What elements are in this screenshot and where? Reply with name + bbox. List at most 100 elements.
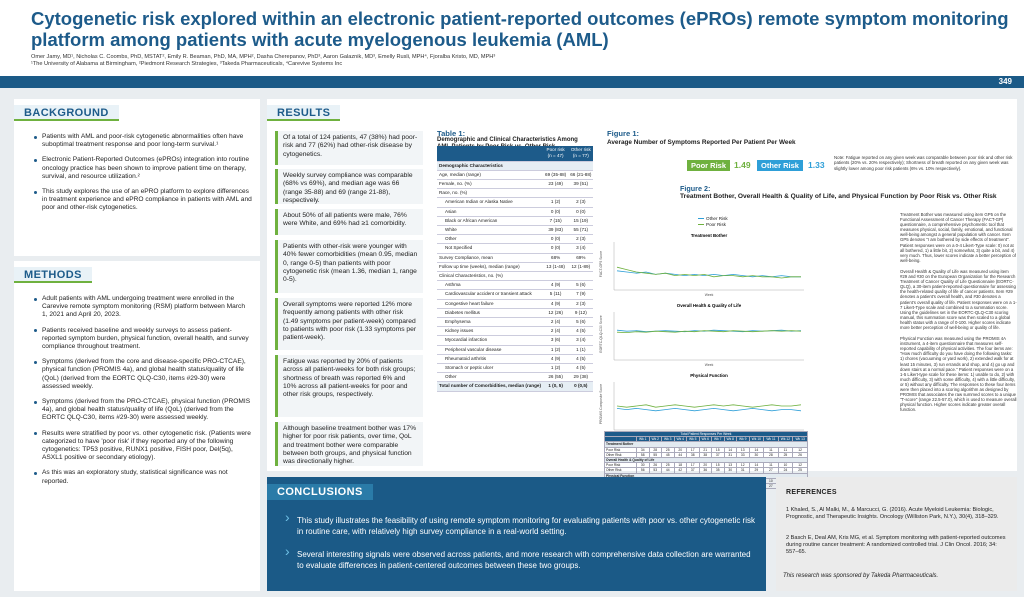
table1-row-label: Kidney issues (437, 326, 544, 337)
table1-poor-value: 4 (9) (543, 299, 569, 309)
table1-other-value: 66 (21-88) (568, 170, 594, 180)
table1-row: Myocardial infarction 3 (6) 3 (4) (437, 335, 594, 346)
other-risk-line (616, 407, 802, 412)
poor-risk-line (616, 266, 801, 279)
table1-row: Black or African American 7 (15) 15 (19) (437, 216, 594, 226)
result-finding: About 50% of all patients were male, 76%… (275, 209, 423, 235)
table1-other-value (568, 188, 594, 199)
results-heading: RESULTS (267, 105, 341, 121)
table1-poor-value: 0 (0) (543, 207, 569, 217)
table1-poor-value: 2 (4) (543, 326, 569, 337)
table1-row: Age, median (range) 69 (35-88) 66 (21-88) (437, 170, 594, 180)
author-list: Omer Jamy, MD¹, Nicholas C. Coombs, PhD,… (31, 54, 496, 60)
background-bullet: Electronic Patient-Reported Outcomes (eP… (34, 156, 252, 181)
background-panel: BACKGROUND Patients with AML and poor-ri… (14, 99, 260, 256)
table1-row-label: Race, no. (%) (437, 188, 544, 199)
table1-col-other: Other risk (n = 77) (568, 146, 594, 162)
table1-row: American Indian or Alaska Native 1 (2) 2 (… (437, 197, 594, 208)
panel-title: Overall Health & Quality of Life (677, 303, 742, 308)
legend-poor: Poor Risk (698, 222, 728, 228)
table1-poor-value: 3 (6) (543, 335, 569, 346)
table1-row: Survey Compliance, mean 68% 69% (437, 253, 594, 263)
methods-bullet: Symptoms (derived from the core and dise… (34, 358, 252, 391)
table1-poor-value: 12 (26) (543, 308, 569, 318)
table1-row-label: Congestive heart failure (437, 299, 544, 309)
background-bullet: Patients with AML and poor-risk cytogene… (34, 133, 252, 149)
table1-poor-value (543, 271, 569, 282)
poster-number: 349 (998, 77, 1012, 86)
table1-row: Race, no. (%) (437, 188, 594, 199)
table1-other-value: 4 (5) (568, 354, 594, 364)
responses-row: Other Risk 56 53 44 42 37 36 35 30 31 29 27 24 25 (604, 467, 808, 474)
conclusions-heading: CONCLUSIONS (267, 484, 373, 500)
other-risk-badge: Other Risk (757, 160, 803, 171)
table1-row-label: White (437, 225, 544, 236)
results-panel: RESULTS Of a total of 124 patients, 47 (… (267, 99, 1017, 579)
table1-poor-value: 1 (2) (543, 363, 569, 374)
table1-row: Asian 0 (0) 0 (0) (437, 207, 594, 217)
table1-row-label: Rheumatoid arthritis (437, 354, 544, 364)
table1-other-value: 3 (4) (568, 335, 594, 346)
description-physical-function: Physical Function was measured using the… (900, 336, 1017, 413)
table1-poor-value (543, 188, 569, 199)
methods-list: Adult patients with AML undergoing treat… (34, 295, 252, 493)
table1-other-value: 2 (3) (568, 234, 594, 245)
table1-poor-value: 39 (83) (543, 225, 569, 236)
table1-row-label: Not Specified (437, 243, 544, 254)
table1-other-value: 12 (1-89) (568, 262, 594, 272)
table1-row: Demographic Characteristics (437, 161, 594, 171)
table1-other-value: 2 (3) (568, 299, 594, 309)
table1-poor-value: 4 (9) (543, 354, 569, 364)
table1-row-label: Cardiovascular accident or transient att… (437, 289, 544, 300)
table1-poor-value: 68% (543, 253, 569, 263)
table1-row: Clinical Characteristics, no. (%) (437, 271, 594, 282)
poster-title: Cytogenetic risk explored within an elec… (31, 8, 1009, 50)
table1-other-value: 4 (5) (568, 326, 594, 337)
table1-poor-value: 26 (55) (543, 372, 569, 383)
table1-other-value: 4 (5) (568, 363, 594, 374)
table1-row: Follow up time (weeks), median (range) 13… (437, 262, 594, 272)
table1-poor-value: 1 (2) (543, 197, 569, 208)
legend-other: Other Risk (698, 216, 728, 222)
table1-other-value: 29 (38) (568, 372, 594, 383)
panel-title: Treatment Bother (691, 233, 728, 238)
figure2-title: Treatment Bother, Overall Health & Quali… (680, 193, 997, 200)
description-treatment-bother: Treatment Bother was measured using item… (900, 212, 1016, 263)
table1-row-label: Peripheral vascular disease (437, 345, 544, 355)
table1-poor-value: 0 (0) (543, 243, 569, 254)
table1-row-label: Emphysema (437, 317, 544, 328)
methods-panel: METHODS Adult patients with AML undergoi… (14, 261, 260, 591)
figure2-label: Figure 2: (680, 184, 711, 193)
table1-row-label: Survey Compliance, mean (437, 253, 544, 263)
table1-row: Not Specified 0 (0) 3 (4) (437, 243, 594, 254)
table1-poor-value: 13 (1-48) (543, 262, 569, 272)
table1-row-label: Other (437, 234, 544, 245)
result-finding: Overall symptoms were reported 12% more … (275, 298, 423, 350)
table1-other-value: 9 (12) (568, 308, 594, 318)
header-bar: 349 (0, 76, 1024, 88)
table1-row: White 39 (83) 55 (71) (437, 225, 594, 236)
table1-row-label: Diabetes mellitus (437, 308, 544, 318)
poor-risk-value: 1.49 (734, 160, 751, 170)
methods-heading: METHODS (14, 267, 92, 283)
panel-xlabel: Week (705, 363, 714, 367)
table1-row: Congestive heart failure 4 (9) 2 (3) (437, 299, 594, 309)
conclusion-point: Several interesting signals were observe… (285, 546, 755, 571)
result-finding: Fatigue was reported by 20% of patients … (275, 355, 423, 417)
table1-other-value: 2 (3) (568, 197, 594, 208)
table1: Poor risk (n = 47) Other risk (n = 77) D… (437, 146, 594, 392)
table1-poor-value: 69 (35-88) (543, 170, 569, 180)
reference-item: 1 Khaled, S., Al Malki, M., & Marcucci, … (786, 507, 999, 520)
table1-poor-value: 4 (9) (543, 280, 569, 291)
figure2-descriptions: Treatment Bother was measured using item… (900, 212, 1017, 412)
table1-row: Peripheral vascular disease 1 (2) 1 (1) (437, 345, 594, 355)
table1-row-label: Other (437, 372, 544, 383)
references-panel: REFERENCES 1 Khaled, S., Al Malki, M., &… (776, 477, 1017, 591)
figure1-label: Figure 1: (607, 129, 640, 138)
table1-other-value (568, 161, 594, 171)
conclusions-panel: CONCLUSIONS This study illustrates the f… (267, 477, 766, 591)
result-finding: Patients with other-risk were younger wi… (275, 240, 423, 293)
table1-other-value: 69% (568, 253, 594, 263)
methods-bullet: Symptoms (derived from the PRO-CTCAE), p… (34, 398, 252, 423)
table1-poor-value: 0 (0) (543, 234, 569, 245)
